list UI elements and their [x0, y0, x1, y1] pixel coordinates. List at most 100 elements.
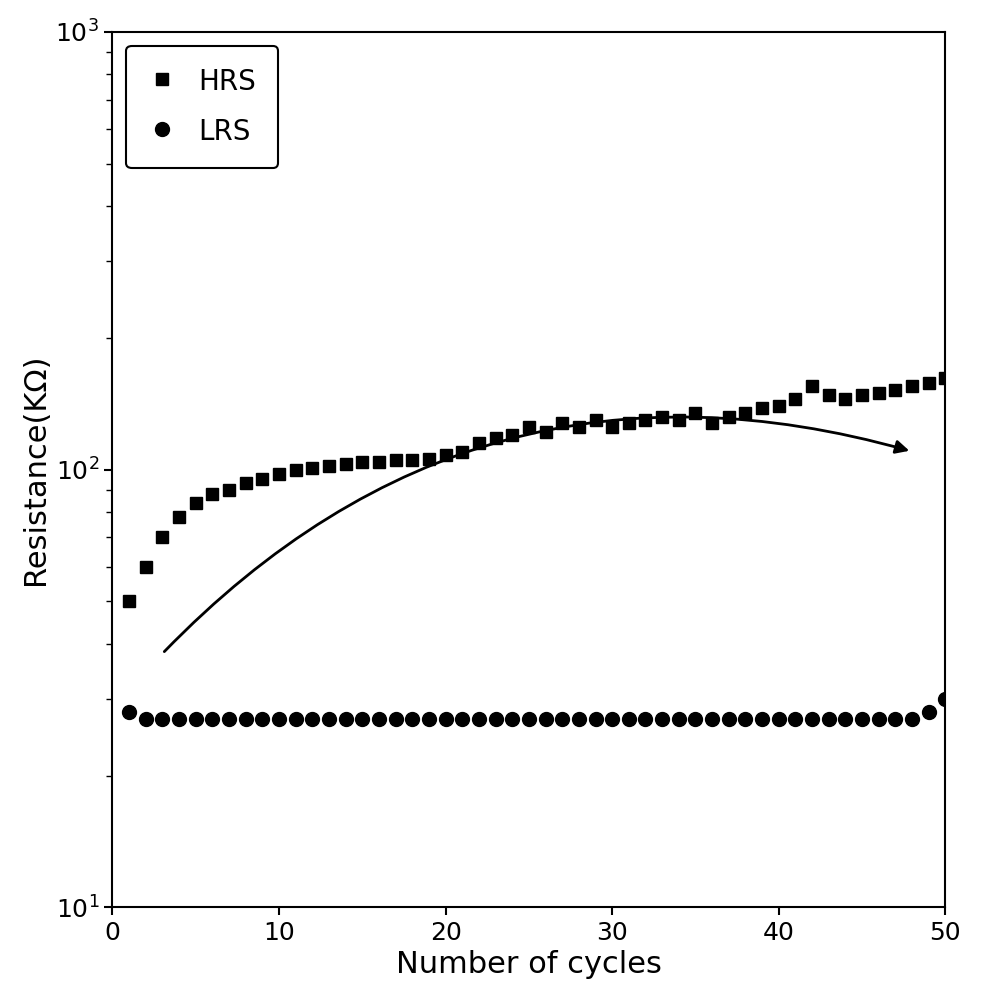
HRS [323, 460, 335, 472]
LRS [407, 713, 418, 725]
LRS [206, 713, 218, 725]
HRS [623, 417, 634, 429]
LRS [507, 713, 518, 725]
HRS [856, 389, 868, 401]
LRS [273, 713, 285, 725]
LRS [856, 713, 868, 725]
LRS [490, 713, 502, 725]
HRS [923, 377, 935, 389]
LRS [340, 713, 352, 725]
HRS [540, 426, 552, 438]
LRS [356, 713, 368, 725]
HRS [373, 456, 385, 468]
HRS [407, 454, 418, 466]
HRS [223, 484, 235, 496]
LRS [706, 713, 718, 725]
HRS [457, 446, 468, 458]
HRS [890, 384, 901, 396]
LRS [457, 713, 468, 725]
HRS [356, 456, 368, 468]
LRS [290, 713, 301, 725]
HRS [206, 488, 218, 500]
LRS [540, 713, 552, 725]
LRS [623, 713, 634, 725]
Line: LRS: LRS [122, 692, 953, 726]
HRS [639, 414, 651, 426]
LRS [306, 713, 318, 725]
HRS [523, 421, 535, 433]
HRS [723, 411, 735, 423]
LRS [756, 713, 768, 725]
HRS [490, 432, 502, 444]
LRS [689, 713, 701, 725]
LRS [139, 713, 151, 725]
HRS [556, 417, 568, 429]
HRS [806, 380, 818, 392]
HRS [507, 429, 518, 441]
HRS [473, 437, 485, 449]
LRS [390, 713, 402, 725]
HRS [673, 414, 684, 426]
LRS [223, 713, 235, 725]
Line: HRS: HRS [123, 372, 952, 608]
LRS [823, 713, 835, 725]
HRS [706, 417, 718, 429]
LRS [806, 713, 818, 725]
HRS [739, 407, 751, 419]
LRS [556, 713, 568, 725]
LRS [589, 713, 601, 725]
HRS [240, 477, 251, 489]
LRS [423, 713, 435, 725]
LRS [123, 706, 135, 718]
LRS [323, 713, 335, 725]
HRS [906, 380, 918, 392]
LRS [890, 713, 901, 725]
LRS [440, 713, 452, 725]
LRS [373, 713, 385, 725]
LRS [923, 706, 935, 718]
HRS [139, 561, 151, 573]
Legend: HRS, LRS: HRS, LRS [127, 46, 279, 168]
HRS [756, 402, 768, 414]
HRS [156, 531, 168, 543]
LRS [906, 713, 918, 725]
LRS [940, 693, 952, 705]
HRS [306, 462, 318, 474]
LRS [673, 713, 684, 725]
LRS [639, 713, 651, 725]
LRS [873, 713, 885, 725]
HRS [190, 497, 201, 509]
X-axis label: Number of cycles: Number of cycles [396, 950, 662, 979]
HRS [840, 393, 851, 405]
LRS [190, 713, 201, 725]
HRS [689, 407, 701, 419]
HRS [656, 411, 668, 423]
HRS [589, 414, 601, 426]
LRS [523, 713, 535, 725]
HRS [940, 372, 952, 384]
LRS [723, 713, 735, 725]
HRS [823, 389, 835, 401]
HRS [573, 421, 584, 433]
HRS [873, 387, 885, 399]
Y-axis label: Resistance(KΩ): Resistance(KΩ) [21, 354, 50, 585]
HRS [123, 595, 135, 607]
LRS [156, 713, 168, 725]
LRS [790, 713, 801, 725]
HRS [340, 458, 352, 470]
LRS [240, 713, 251, 725]
HRS [290, 464, 301, 476]
HRS [773, 400, 785, 412]
LRS [773, 713, 785, 725]
LRS [739, 713, 751, 725]
LRS [606, 713, 618, 725]
LRS [256, 713, 268, 725]
LRS [656, 713, 668, 725]
HRS [273, 468, 285, 480]
LRS [840, 713, 851, 725]
HRS [606, 421, 618, 433]
HRS [173, 511, 185, 523]
HRS [256, 473, 268, 485]
LRS [573, 713, 584, 725]
HRS [423, 453, 435, 465]
